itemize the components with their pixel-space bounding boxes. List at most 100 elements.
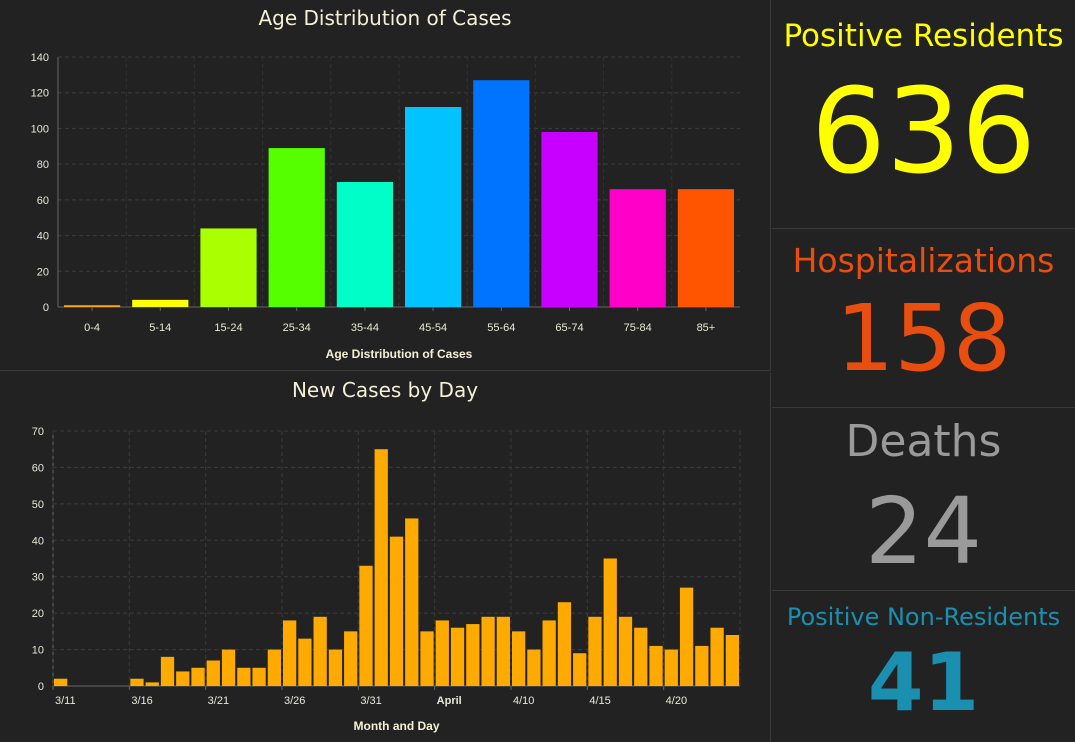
x-axis-title: Age Distribution of Cases (326, 347, 473, 361)
bar (512, 631, 526, 686)
bar (374, 449, 388, 686)
x-axis-title: Month and Day (354, 719, 440, 733)
bar (145, 682, 159, 686)
bar (496, 616, 510, 686)
y-tick-label: 60 (37, 195, 49, 207)
bar (557, 602, 572, 686)
day-chart-title: New Cases by Day (291, 378, 479, 402)
bar (283, 620, 297, 686)
x-tick-label: 45-54 (419, 322, 447, 334)
x-tick-label: 3/11 (55, 695, 76, 707)
bar (420, 631, 434, 686)
y-tick-label: 120 (31, 88, 49, 100)
kpi-positive-residents: Positive Residents 636 (772, 0, 1075, 229)
x-tick-label: 4/10 (513, 695, 534, 707)
bar (405, 107, 462, 307)
bar (328, 649, 343, 686)
bar (527, 649, 541, 686)
day-chart: 0 10 20 30 40 50 60 70 3/11 3/16 3/21 3/26 3/31 April… (32, 426, 741, 733)
x-tick-label: 5-14 (149, 322, 171, 334)
bar (268, 148, 325, 307)
kpi-value: 636 (810, 62, 1037, 200)
bar (132, 299, 189, 307)
x-tick-label: 3/16 (131, 695, 152, 707)
y-tick-label: 80 (37, 159, 49, 171)
kpi-deaths: Deaths 24 (772, 408, 1075, 591)
kpi-label: Positive Residents (783, 18, 1064, 54)
kpi-label: Deaths (845, 416, 1002, 467)
bar (542, 620, 556, 686)
kpi-label: Hospitalizations (792, 241, 1055, 280)
bar (634, 627, 648, 686)
x-tick-label: 35-44 (351, 322, 379, 334)
bar (206, 660, 220, 686)
bar (252, 667, 266, 686)
bar (336, 182, 393, 307)
x-tick-label: 65-74 (555, 322, 583, 334)
bar (481, 616, 495, 686)
bar (237, 667, 251, 686)
bar (541, 132, 598, 307)
y-tick-label: 30 (32, 572, 44, 584)
kpi-value: 158 (835, 285, 1012, 392)
x-tick-label: 85+ (697, 322, 716, 334)
kpi-value: 24 (864, 478, 983, 585)
kpi-label: Positive Non-Residents (786, 603, 1061, 631)
bar (466, 624, 480, 686)
kpi-hospitalizations: Hospitalizations 158 (772, 229, 1075, 408)
bar (130, 678, 144, 686)
bar (200, 228, 257, 307)
x-tick-label: 25-34 (283, 322, 311, 334)
bar (710, 627, 724, 686)
bar (405, 518, 419, 686)
x-tick-label: 15-24 (214, 322, 242, 334)
bar (573, 653, 587, 686)
y-tick-label: 100 (31, 123, 49, 135)
age-chart: 0 20 40 60 80 100 120 140 0-4 5-14 15-24 25-34 35-44… (31, 52, 740, 361)
bar (677, 189, 734, 307)
x-tick-label: 75-84 (624, 322, 652, 334)
y-tick-label: 50 (32, 499, 44, 511)
bar (359, 565, 373, 686)
bar (267, 649, 281, 686)
bar (725, 635, 739, 686)
bar (298, 638, 312, 686)
bar (649, 645, 663, 686)
y-tick-label: 140 (31, 52, 49, 64)
bar (473, 80, 530, 307)
y-tick-label: 0 (38, 681, 44, 693)
kpi-positive-non-residents: Positive Non-Residents 41 (772, 591, 1075, 742)
bar (221, 649, 236, 686)
bar (618, 616, 633, 686)
y-tick-label: 0 (43, 302, 49, 314)
bar (344, 631, 358, 686)
bar (191, 667, 205, 686)
bar (695, 645, 709, 686)
bar (54, 678, 68, 686)
bar (664, 649, 678, 686)
x-tick-label: 3/26 (284, 695, 305, 707)
y-tick-label: 20 (32, 608, 44, 620)
y-tick-label: 10 (32, 645, 44, 657)
age-chart-title: Age Distribution of Cases (258, 6, 512, 30)
bar (389, 536, 404, 686)
bar (64, 305, 121, 307)
bar (609, 189, 666, 307)
bar (588, 616, 602, 686)
x-tick-label: 4/15 (589, 695, 610, 707)
x-tick-label: 3/21 (208, 695, 229, 707)
x-tick-label: April (437, 695, 462, 707)
bar (160, 656, 175, 686)
kpi-value: 41 (867, 636, 980, 729)
x-tick-label: 4/20 (666, 695, 687, 707)
y-tick-label: 40 (37, 231, 49, 243)
y-tick-label: 20 (37, 266, 49, 278)
bar (450, 627, 465, 686)
bar (435, 620, 449, 686)
bar (679, 587, 694, 686)
y-tick-label: 70 (32, 426, 44, 438)
y-tick-label: 60 (32, 462, 44, 474)
x-tick-label: 55-64 (487, 322, 515, 334)
bar (603, 558, 617, 686)
age-distribution-panel: Age Distribution of Cases 0 20 40 60 80 100 12… (0, 0, 771, 371)
